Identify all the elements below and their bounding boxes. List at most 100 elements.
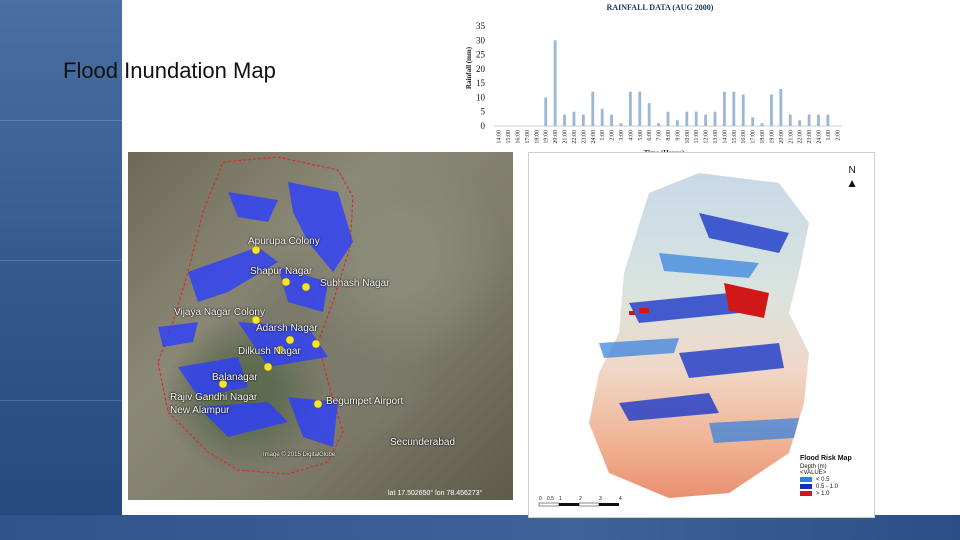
scale-label-1: 1: [559, 496, 562, 502]
label-dilkush-nagar: Dilkush Nagar: [238, 346, 301, 357]
x-tick-label: 14:00: [722, 130, 728, 144]
bar: [657, 123, 660, 126]
legend-label: 0.5 - 1.0: [816, 483, 839, 490]
y-tick-label: 35: [476, 21, 486, 31]
left-decor-band: [0, 0, 122, 540]
legend-row: < 0.5: [800, 476, 870, 483]
scale-bar: [538, 502, 619, 507]
legend-title: Flood Risk Map: [800, 455, 852, 462]
x-tick-label: 9:00: [675, 130, 681, 141]
label-apurupa-colony: Apurupa Colony: [248, 236, 320, 247]
chart-title: RAINFALL DATA (AUG 2000): [607, 3, 714, 12]
x-tick-label: 24:00: [816, 130, 822, 144]
x-tick-label: 17:00: [525, 130, 531, 144]
bar: [741, 94, 745, 126]
x-tick-label: 18:00: [534, 130, 540, 144]
bar: [694, 111, 698, 126]
x-tick-label: 21:00: [563, 130, 569, 144]
bar: [581, 114, 585, 126]
x-tick-label: 1:00: [600, 130, 606, 141]
legend-swatch: [800, 491, 812, 496]
flood-inundation-satellite-map: Apurupa Colony Shapur Nagar Subhash Naga…: [128, 152, 513, 500]
chart-ylabel: Rainfall (mm): [465, 46, 473, 89]
x-tick-label: 20:00: [779, 130, 785, 144]
bar: [610, 114, 613, 126]
x-tick-label: 16:00: [516, 130, 522, 144]
depth-moderate: [619, 213, 789, 421]
x-tick-label: 2:00: [610, 130, 616, 141]
bar: [638, 91, 642, 126]
x-tick-label: 4:00: [628, 130, 634, 141]
label-secunderabad: Secunderabad: [390, 437, 456, 448]
y-tick-label: 5: [481, 107, 486, 117]
y-tick-label: 15: [476, 78, 486, 88]
bar: [798, 120, 802, 126]
imagery-credit: Image © 2015 DigitalGlobe: [263, 452, 336, 458]
bar: [723, 91, 726, 126]
bar: [807, 114, 811, 126]
bar: [675, 120, 679, 126]
scale-label-0: 0: [539, 496, 542, 502]
bar: [760, 123, 764, 126]
x-tick-label: 21:00: [788, 130, 794, 144]
label-begumpet-airport: Begumpet Airport: [326, 396, 404, 407]
x-tick-label: 2:00: [835, 130, 841, 141]
label-vijaya-nagar-colony: Vijaya Nagar Colony: [174, 307, 265, 318]
x-tick-label: 13:00: [713, 130, 719, 144]
slide-title: Flood Inundation Map: [63, 58, 276, 83]
x-tick-label: 6:00: [647, 130, 653, 141]
bar: [779, 88, 783, 126]
x-tick-label: 15:00: [506, 130, 512, 144]
bar: [591, 91, 595, 126]
x-tick-label: 23:00: [807, 130, 813, 144]
y-tick-label: 20: [476, 64, 486, 74]
bar: [788, 114, 792, 126]
x-tick-label: 19:00: [769, 130, 775, 144]
y-tick-label: 0: [481, 121, 486, 131]
x-tick-label: 18:00: [760, 130, 766, 144]
x-tick-label: 22:00: [572, 130, 578, 144]
legend-label: > 1.0: [816, 490, 830, 497]
flood-risk-map: 0 0.5 1 2 3 4 N ▲ Flood Risk Map Depth (…: [528, 152, 875, 518]
bar: [826, 114, 830, 126]
bar: [685, 111, 689, 126]
x-tick-label: 10:00: [685, 130, 691, 144]
legend-swatch: [800, 484, 812, 489]
x-tick-label: 12:00: [704, 130, 710, 144]
map-coordinates: lat 17.502650° lon 78.456273°: [388, 490, 483, 497]
x-tick-label: 16:00: [741, 130, 747, 144]
scale-label-05: 0.5: [547, 496, 554, 502]
bar: [563, 114, 566, 126]
rainfall-chart: RAINFALL DATA (AUG 2000) Rainfall (mm) T…: [465, 3, 842, 157]
bar: [572, 111, 576, 126]
x-tick-label: 7:00: [657, 130, 663, 141]
legend-label: < 0.5: [816, 476, 830, 483]
x-tick-label: 24:00: [591, 130, 597, 144]
bar: [704, 114, 708, 126]
legend-value-heading: <VALUE>: [800, 470, 827, 476]
bar: [666, 111, 670, 126]
watershed-boundary: [157, 156, 354, 475]
x-tick-label: 15:00: [732, 130, 738, 144]
label-adarsh-nagar: Adarsh Nagar: [256, 323, 318, 334]
legend-row: 0.5 - 1.0: [800, 483, 870, 490]
x-tick-label: 20:00: [553, 130, 559, 144]
x-tick-label: 19:00: [544, 130, 550, 144]
location-pins: [218, 245, 323, 409]
bar: [600, 108, 604, 126]
bar: [544, 97, 548, 126]
legend-row: > 1.0: [800, 490, 870, 497]
label-new-alampur: New Alampur: [170, 405, 230, 416]
depth-high: [629, 283, 769, 318]
bar: [817, 114, 820, 126]
bar: [647, 103, 651, 126]
flood-extent: [158, 182, 353, 447]
x-tick-label: 3:00: [619, 130, 625, 141]
legend-subtitle: Depth (m): [800, 464, 827, 470]
bar: [713, 111, 717, 126]
north-arrow-icon: N ▲: [846, 165, 858, 190]
basin-outline: [589, 173, 809, 498]
scale-label-4: 4: [619, 496, 622, 502]
label-subhash-nagar: Subhash Nagar: [320, 278, 390, 289]
depth-low: [599, 253, 799, 443]
